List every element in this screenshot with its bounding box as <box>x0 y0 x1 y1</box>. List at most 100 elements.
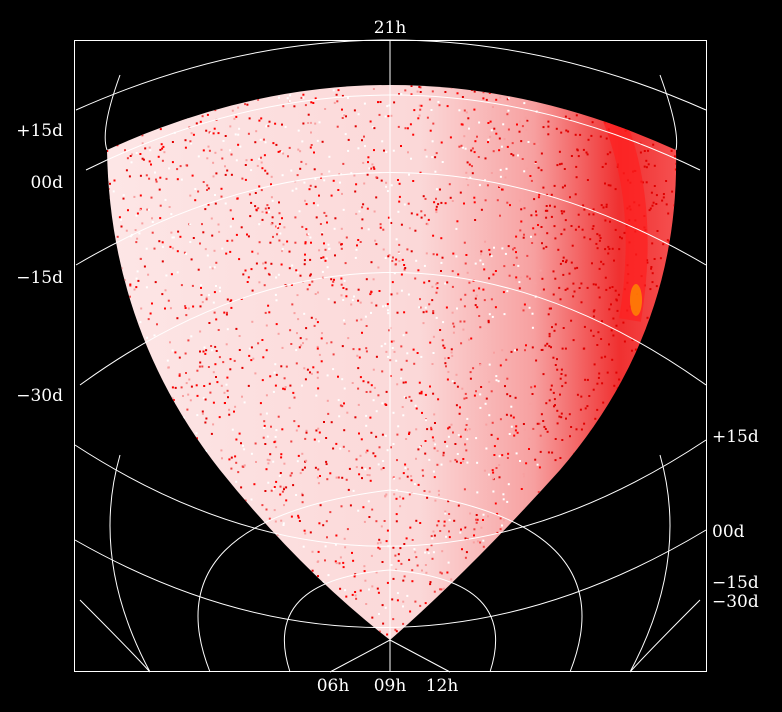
speckle <box>572 339 575 342</box>
speckle <box>648 382 650 384</box>
speckle <box>137 495 139 498</box>
speckle <box>639 505 642 508</box>
speckle <box>420 355 423 358</box>
speckle <box>647 623 650 626</box>
speckle <box>394 263 397 266</box>
speckle <box>499 175 502 178</box>
speckle <box>604 620 607 623</box>
speckle <box>596 408 599 411</box>
speckle <box>528 277 531 280</box>
speckle <box>502 291 505 294</box>
speckle <box>169 599 172 602</box>
speckle <box>124 442 127 445</box>
speckle <box>659 578 662 581</box>
speckle <box>338 78 340 80</box>
speckle <box>482 539 485 542</box>
speckle <box>341 345 344 348</box>
speckle <box>661 436 664 439</box>
speckle <box>640 90 643 93</box>
speckle <box>328 248 330 250</box>
speckle <box>247 132 250 135</box>
speckle <box>396 592 399 595</box>
speckle <box>366 73 368 75</box>
speckle <box>341 117 344 119</box>
speckle <box>140 569 142 572</box>
speckle <box>190 142 193 145</box>
speckle <box>359 589 362 592</box>
speckle <box>364 315 367 318</box>
speckle <box>495 604 497 607</box>
speckle <box>145 110 148 113</box>
speckle <box>557 492 560 495</box>
speckle <box>207 611 210 614</box>
speckle <box>333 227 336 230</box>
speckle <box>428 98 431 101</box>
speckle <box>634 348 637 351</box>
speckle <box>665 368 668 371</box>
speckle <box>180 488 183 491</box>
speckle <box>145 286 148 289</box>
ra-label-bottom: 09h <box>374 676 407 696</box>
speckle <box>436 282 439 285</box>
speckle <box>484 157 487 160</box>
speckle <box>541 624 544 627</box>
speckle <box>495 375 498 378</box>
speckle <box>236 197 239 200</box>
speckle <box>669 623 672 626</box>
speckle <box>115 445 117 448</box>
speckle <box>247 235 250 238</box>
speckle <box>327 605 330 608</box>
speckle <box>675 393 677 396</box>
speckle <box>485 577 487 580</box>
speckle <box>314 178 317 181</box>
speckle <box>498 549 501 552</box>
speckle <box>304 104 307 107</box>
speckle <box>186 116 189 119</box>
speckle <box>293 556 295 559</box>
speckle <box>202 350 205 353</box>
speckle <box>570 471 573 474</box>
speckle <box>139 545 142 548</box>
speckle <box>226 376 229 379</box>
speckle <box>624 418 627 421</box>
speckle <box>218 592 221 595</box>
speckle <box>622 643 624 645</box>
speckle <box>544 209 547 212</box>
speckle <box>449 460 452 463</box>
speckle <box>240 226 243 229</box>
speckle <box>114 490 117 493</box>
speckle <box>215 285 217 287</box>
speckle <box>110 141 113 144</box>
speckle <box>438 72 440 74</box>
speckle <box>614 188 617 191</box>
speckle <box>384 494 387 497</box>
speckle <box>196 414 199 417</box>
speckle <box>631 339 634 341</box>
speckle <box>283 388 286 391</box>
speckle <box>197 155 200 158</box>
speckle <box>403 311 406 314</box>
speckle <box>677 219 679 221</box>
speckle <box>139 194 142 197</box>
speckle <box>136 382 139 385</box>
speckle <box>553 533 556 536</box>
speckle <box>566 484 569 487</box>
speckle <box>316 376 319 379</box>
speckle <box>619 503 622 506</box>
speckle <box>246 63 248 65</box>
speckle <box>418 306 421 309</box>
speckle <box>442 344 445 347</box>
speckle <box>533 601 536 604</box>
speckle <box>352 489 355 492</box>
speckle <box>460 342 463 345</box>
speckle <box>556 358 558 361</box>
speckle <box>343 402 345 405</box>
speckle <box>365 347 368 350</box>
speckle <box>178 113 181 116</box>
speckle <box>235 609 238 612</box>
speckle <box>512 643 514 645</box>
speckle <box>620 465 623 468</box>
speckle <box>275 143 278 146</box>
speckle <box>448 536 451 539</box>
speckle <box>402 334 405 337</box>
